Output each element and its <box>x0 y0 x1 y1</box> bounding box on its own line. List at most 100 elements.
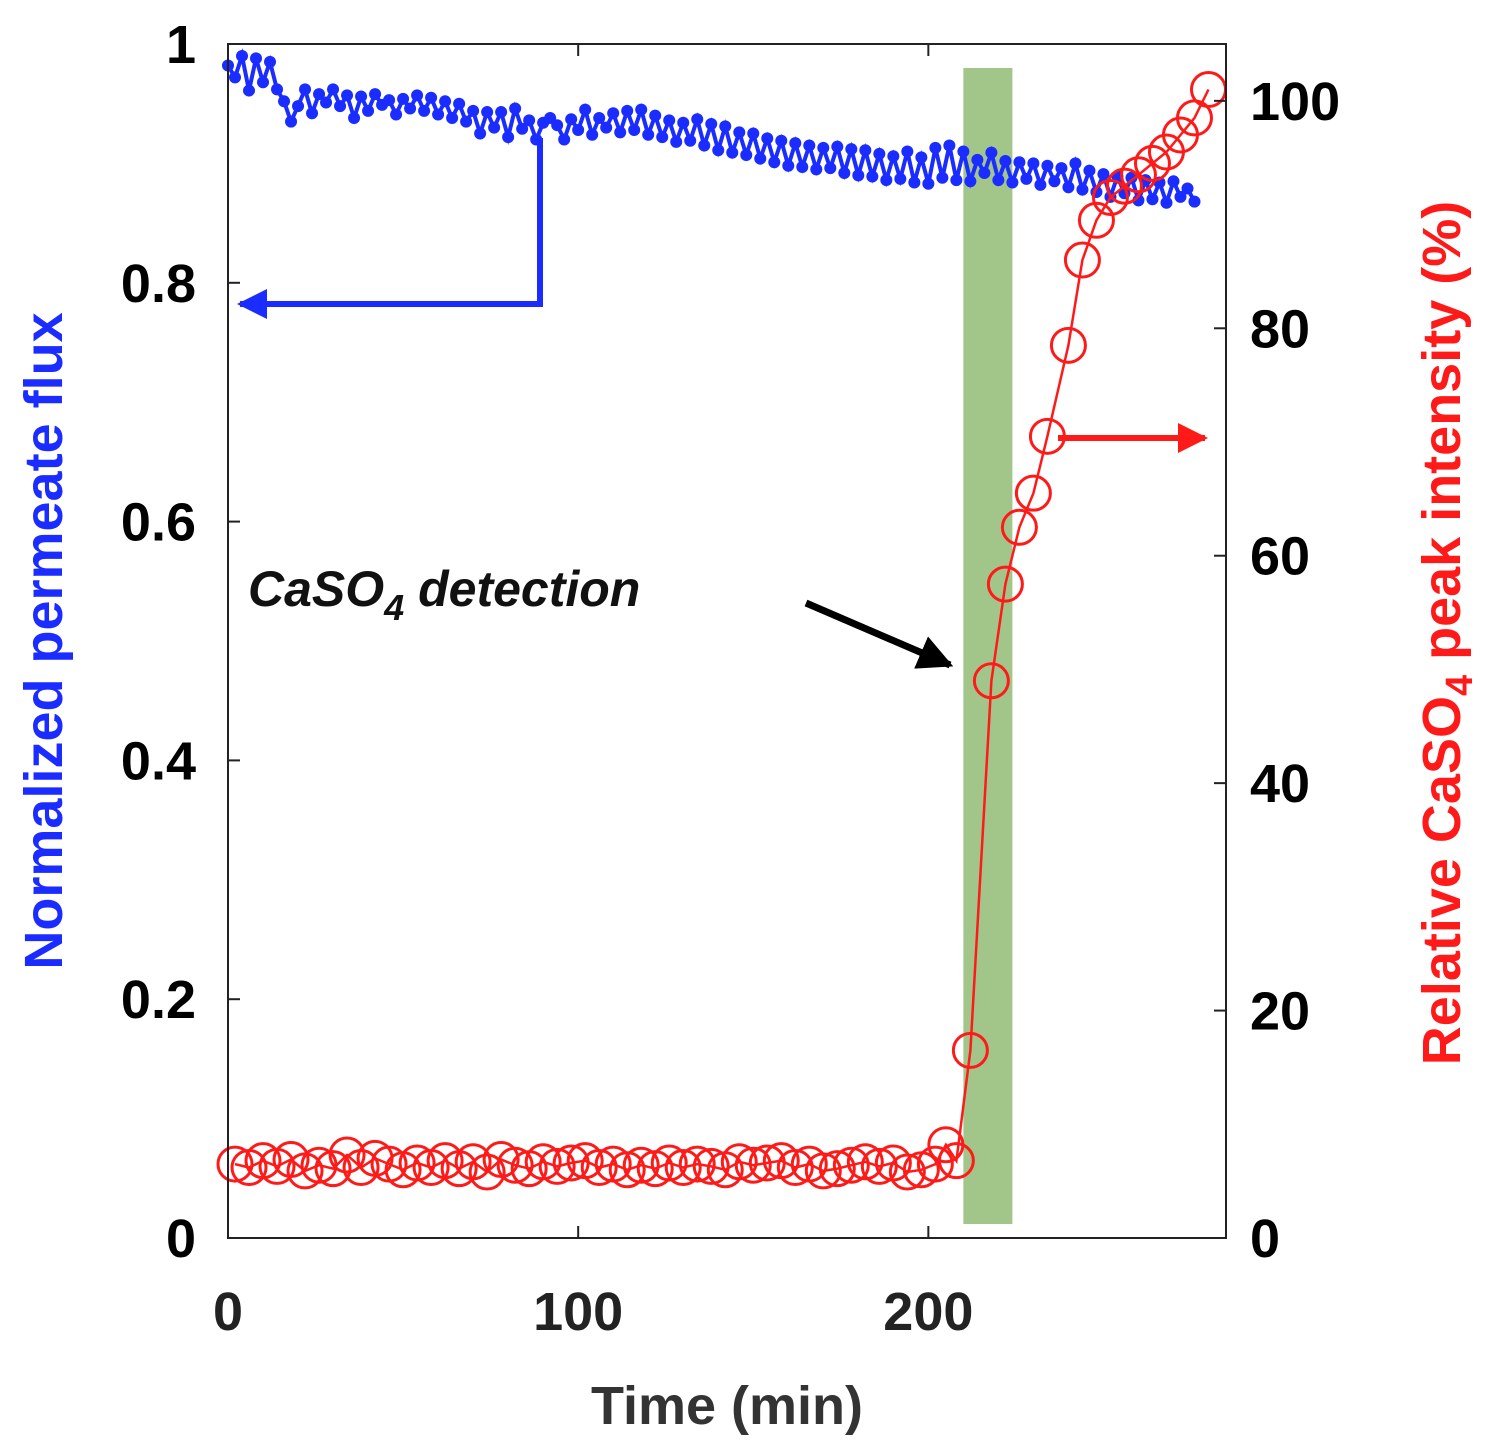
permeate-flux-point <box>866 170 879 183</box>
permeate-flux-point <box>495 106 508 119</box>
permeate-flux-point <box>453 97 466 110</box>
permeate-flux-point <box>383 94 396 107</box>
permeate-flux-point <box>1167 175 1180 188</box>
permeate-flux-point <box>621 104 634 117</box>
permeate-flux-point <box>481 106 494 119</box>
permeate-flux-point <box>1062 181 1075 194</box>
permeate-flux-point <box>1188 195 1201 208</box>
permeate-flux-point <box>271 83 284 96</box>
permeate-flux-point <box>705 117 718 130</box>
permeate-flux-point <box>607 107 620 120</box>
permeate-flux-point <box>810 163 823 176</box>
caso4-intensity-point <box>888 1153 926 1191</box>
permeate-flux-point <box>1048 175 1061 188</box>
permeate-flux-point <box>586 128 599 141</box>
permeate-flux-point <box>285 115 298 128</box>
caso4-intensity-point <box>622 1146 660 1184</box>
permeate-flux-point <box>474 127 487 140</box>
caso4-intensity-point <box>860 1147 898 1185</box>
left-y-axis-title: Normalized permeate flux <box>14 312 74 969</box>
permeate-flux-point <box>425 91 438 104</box>
caso4-intensity-point <box>468 1153 506 1191</box>
permeate-flux-point <box>334 100 347 113</box>
permeate-flux-point <box>236 49 249 62</box>
right-y-tick-label: 60 <box>1250 527 1310 587</box>
right-y-tick-label: 0 <box>1250 1209 1280 1269</box>
permeate-flux-point <box>341 89 354 102</box>
x-tick-label: 200 <box>883 1282 973 1342</box>
plot-frame <box>227 43 1227 1239</box>
permeate-flux-point <box>628 123 641 136</box>
permeate-flux-point <box>642 128 655 141</box>
permeate-flux-point <box>915 151 928 164</box>
permeate-flux-point <box>1041 159 1054 172</box>
permeate-flux-point <box>593 112 606 125</box>
right-y-tick-label: 80 <box>1250 299 1310 359</box>
permeate-flux-point <box>1069 157 1082 170</box>
caso4-intensity-point <box>1014 474 1052 512</box>
permeate-flux-point <box>943 139 956 152</box>
permeate-flux-point <box>1013 156 1026 169</box>
permeate-flux-series <box>222 48 1201 210</box>
caso4-intensity-point <box>1105 167 1143 205</box>
permeate-flux-point <box>579 103 592 116</box>
permeate-flux-point <box>971 153 984 166</box>
caso4-intensity-point <box>734 1146 772 1184</box>
permeate-flux-point <box>978 166 991 179</box>
permeate-flux-point <box>964 175 977 188</box>
permeate-flux-point <box>985 146 998 159</box>
right-y-tick-label: 40 <box>1250 754 1310 814</box>
permeate-flux-point <box>355 90 368 103</box>
permeate-flux-point <box>901 145 914 158</box>
left-y-tick-label: 0.8 <box>121 254 196 314</box>
permeate-flux-point <box>838 166 851 179</box>
permeate-flux-point <box>1125 171 1138 184</box>
permeate-flux-point <box>740 149 753 162</box>
x-tick-label: 0 <box>213 1282 243 1342</box>
permeate-flux-point <box>852 169 865 182</box>
permeate-flux-point <box>1076 183 1089 196</box>
permeate-flux-point <box>614 126 627 139</box>
permeate-flux-point <box>432 108 445 121</box>
permeate-flux-point <box>278 95 291 108</box>
caso4-intensity-point <box>1133 144 1171 182</box>
permeate-flux-point <box>439 95 452 108</box>
permeate-flux-point <box>467 104 480 117</box>
permeate-flux-point <box>418 104 431 117</box>
permeate-flux-point <box>306 107 319 120</box>
caso4-intensity-point <box>1000 508 1038 546</box>
permeate-flux-point <box>257 76 270 89</box>
caso4-intensity-point <box>832 1146 870 1184</box>
permeate-flux-point <box>649 109 662 122</box>
caso4-intensity-point <box>300 1146 338 1184</box>
permeate-flux-point <box>1083 164 1096 177</box>
permeate-flux-point <box>677 116 690 129</box>
permeate-flux-point <box>936 171 949 184</box>
permeate-flux-point <box>1055 162 1068 175</box>
left-y-tick-label: 1 <box>166 15 196 75</box>
permeate-flux-point <box>859 144 872 157</box>
x-tick-label: 100 <box>533 1282 623 1342</box>
permeate-flux-point <box>327 83 340 96</box>
permeate-flux-point <box>845 143 858 156</box>
permeate-flux-point <box>404 102 417 115</box>
permeate-flux-point <box>348 112 361 125</box>
permeate-flux-point <box>950 174 963 187</box>
permeate-flux-point <box>1174 190 1187 203</box>
permeate-flux-point <box>565 113 578 126</box>
left-axis-indicator-arrow <box>237 138 543 319</box>
caso4-intensity-point <box>608 1151 646 1189</box>
caso4-intensity-point <box>692 1147 730 1185</box>
permeate-flux-point <box>313 88 326 101</box>
permeate-flux-point <box>362 104 375 117</box>
permeate-flux-point <box>957 145 970 158</box>
permeate-flux-point <box>516 122 529 135</box>
caso4-intensity-point <box>216 1145 254 1183</box>
permeate-flux-point <box>460 115 473 128</box>
permeate-flux-point <box>663 114 676 127</box>
permeate-flux-point <box>922 177 935 190</box>
permeate-flux-point <box>992 174 1005 187</box>
permeate-flux-point <box>999 155 1012 168</box>
caso4-intensity-point <box>314 1150 352 1188</box>
permeate-flux-point <box>299 83 312 96</box>
